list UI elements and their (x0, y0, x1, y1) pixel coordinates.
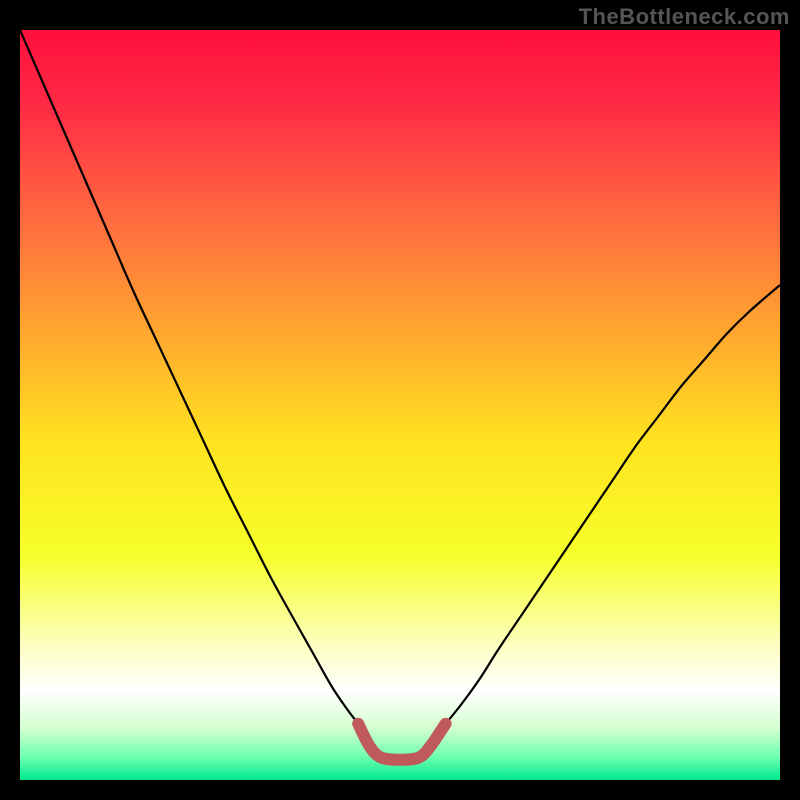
watermark-text: TheBottleneck.com (579, 4, 790, 30)
outer-frame: TheBottleneck.com (0, 0, 800, 800)
bottleneck-chart (20, 30, 780, 780)
